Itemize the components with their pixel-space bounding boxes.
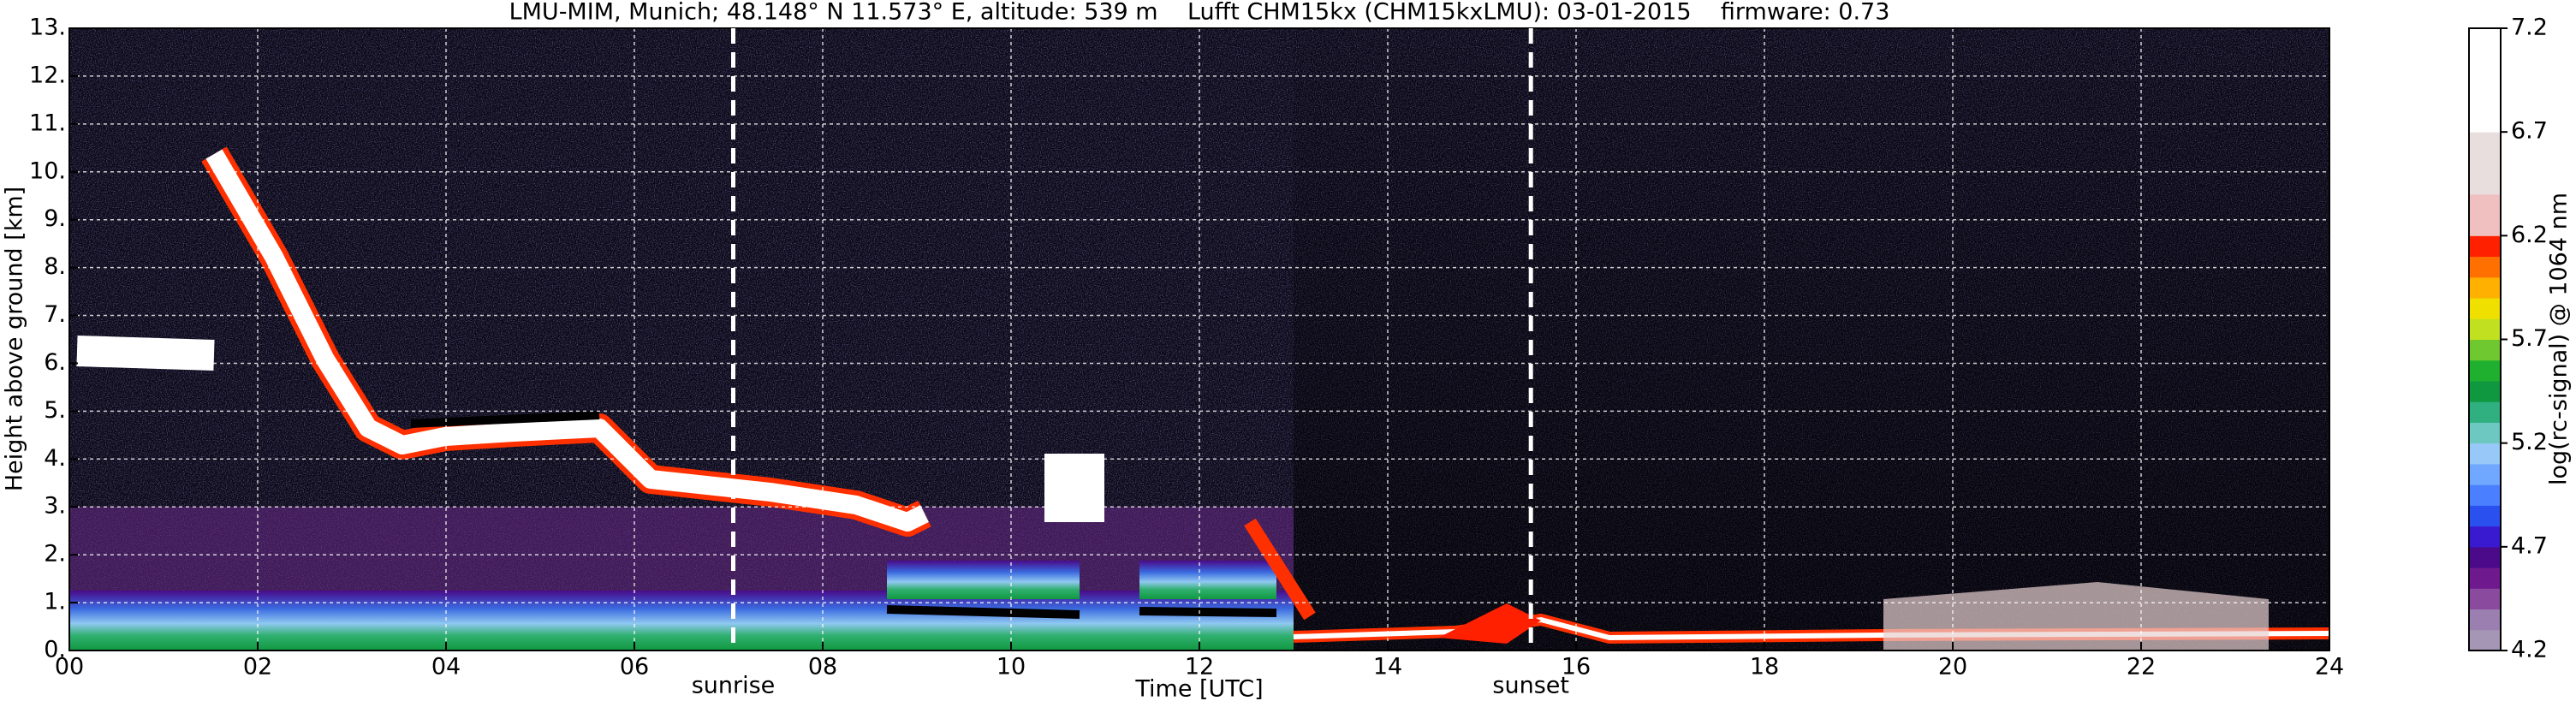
- x-tick-label: 18: [1750, 654, 1779, 680]
- y-tick-label: 3.: [44, 493, 66, 520]
- colorbar-segment: [2469, 339, 2501, 361]
- colorbar-segment: [2469, 235, 2501, 258]
- y-tick-label: 6.: [44, 349, 66, 376]
- colorbar-segment: [2469, 132, 2501, 153]
- colorbar-segment: [2469, 215, 2501, 236]
- colorbar-segment: [2469, 484, 2501, 506]
- colorbar-segment: [2469, 276, 2501, 299]
- x-tick-label: 20: [1938, 654, 1967, 680]
- colorbar-segment: [2469, 463, 2501, 485]
- x-tick-label: 08: [808, 654, 837, 680]
- colorbar-segment: [2469, 69, 2501, 92]
- colorbar-segment: [2469, 443, 2501, 465]
- colorbar-segment: [2469, 110, 2501, 133]
- colorbar-segment: [2469, 422, 2501, 444]
- colorbar-segment: [2469, 28, 2501, 50]
- colorbar-segment: [2469, 298, 2501, 319]
- colorbar-tick-label: 5.2: [2511, 429, 2548, 455]
- x-axis-label: Time [UTC]: [1134, 676, 1263, 703]
- colorbar-segment: [2469, 401, 2501, 423]
- colorbar-segment: [2469, 526, 2501, 548]
- colorbar-segment: [2469, 256, 2501, 278]
- annotation-label: sunrise: [692, 673, 776, 699]
- y-tick-label: 1.: [44, 589, 66, 615]
- colorbar-segment: [2469, 318, 2501, 340]
- colorbar-segment: [2469, 152, 2501, 175]
- y-tick-label: 12.: [29, 62, 66, 88]
- colorbar-segment: [2469, 49, 2501, 70]
- x-tick-label: 02: [243, 654, 272, 680]
- y-tick-label: 2.: [44, 541, 66, 567]
- colorbar-segment: [2469, 588, 2501, 610]
- x-tick-label: 22: [2127, 654, 2156, 680]
- colorbar-segment: [2469, 546, 2501, 568]
- y-tick-label: 4.: [44, 445, 66, 472]
- y-tick-label: 9.: [44, 205, 66, 232]
- x-tick-label: 12: [1185, 654, 1214, 680]
- colorbar-segment: [2469, 567, 2501, 589]
- chart-title: LMU-MIM, Munich; 48.148° N 11.573° E, al…: [509, 0, 1890, 26]
- colorbar-segment: [2469, 90, 2501, 112]
- x-tick-label: 24: [2315, 654, 2344, 680]
- y-tick-label: 11.: [29, 110, 66, 136]
- colorbar-segment: [2469, 359, 2501, 382]
- y-tick-label: 13.: [29, 15, 66, 41]
- annotation-label: sunset: [1492, 673, 1569, 699]
- colorbar-segment: [2469, 193, 2501, 216]
- colorbar-tick-label: 4.7: [2511, 532, 2548, 559]
- colorbar-segment: [2469, 380, 2501, 402]
- colorbar-tick-label: 6.2: [2511, 222, 2548, 248]
- x-tick-label: 16: [1562, 654, 1591, 680]
- x-tick-label: 14: [1373, 654, 1402, 680]
- y-tick-label: 10.: [29, 157, 66, 184]
- colorbar-tick-label: 7.2: [2511, 15, 2548, 41]
- colorbar-segment: [2469, 609, 2501, 631]
- colorbar-segment: [2469, 505, 2501, 527]
- y-tick-label: 0.: [44, 637, 66, 663]
- y-axis-label: Height above ground [km]: [2, 187, 28, 491]
- y-tick-label: 5.: [44, 397, 66, 424]
- x-tick-label: 00: [55, 654, 84, 680]
- colorbar-segment: [2469, 173, 2501, 195]
- y-tick-label: 7.: [44, 301, 66, 328]
- colorbar-tick-label: 4.2: [2511, 637, 2548, 663]
- y-tick-label: 8.: [44, 253, 66, 280]
- colorbar-tick-label: 5.7: [2511, 325, 2548, 352]
- colorbar-segment: [2469, 629, 2501, 651]
- x-tick-label: 10: [996, 654, 1026, 680]
- x-tick-label: 04: [431, 654, 461, 680]
- colorbar-tick-label: 6.7: [2511, 118, 2548, 145]
- colorbar-label: log(rc-signal) @ 1064 nm: [2546, 193, 2573, 485]
- x-tick-label: 06: [620, 654, 649, 680]
